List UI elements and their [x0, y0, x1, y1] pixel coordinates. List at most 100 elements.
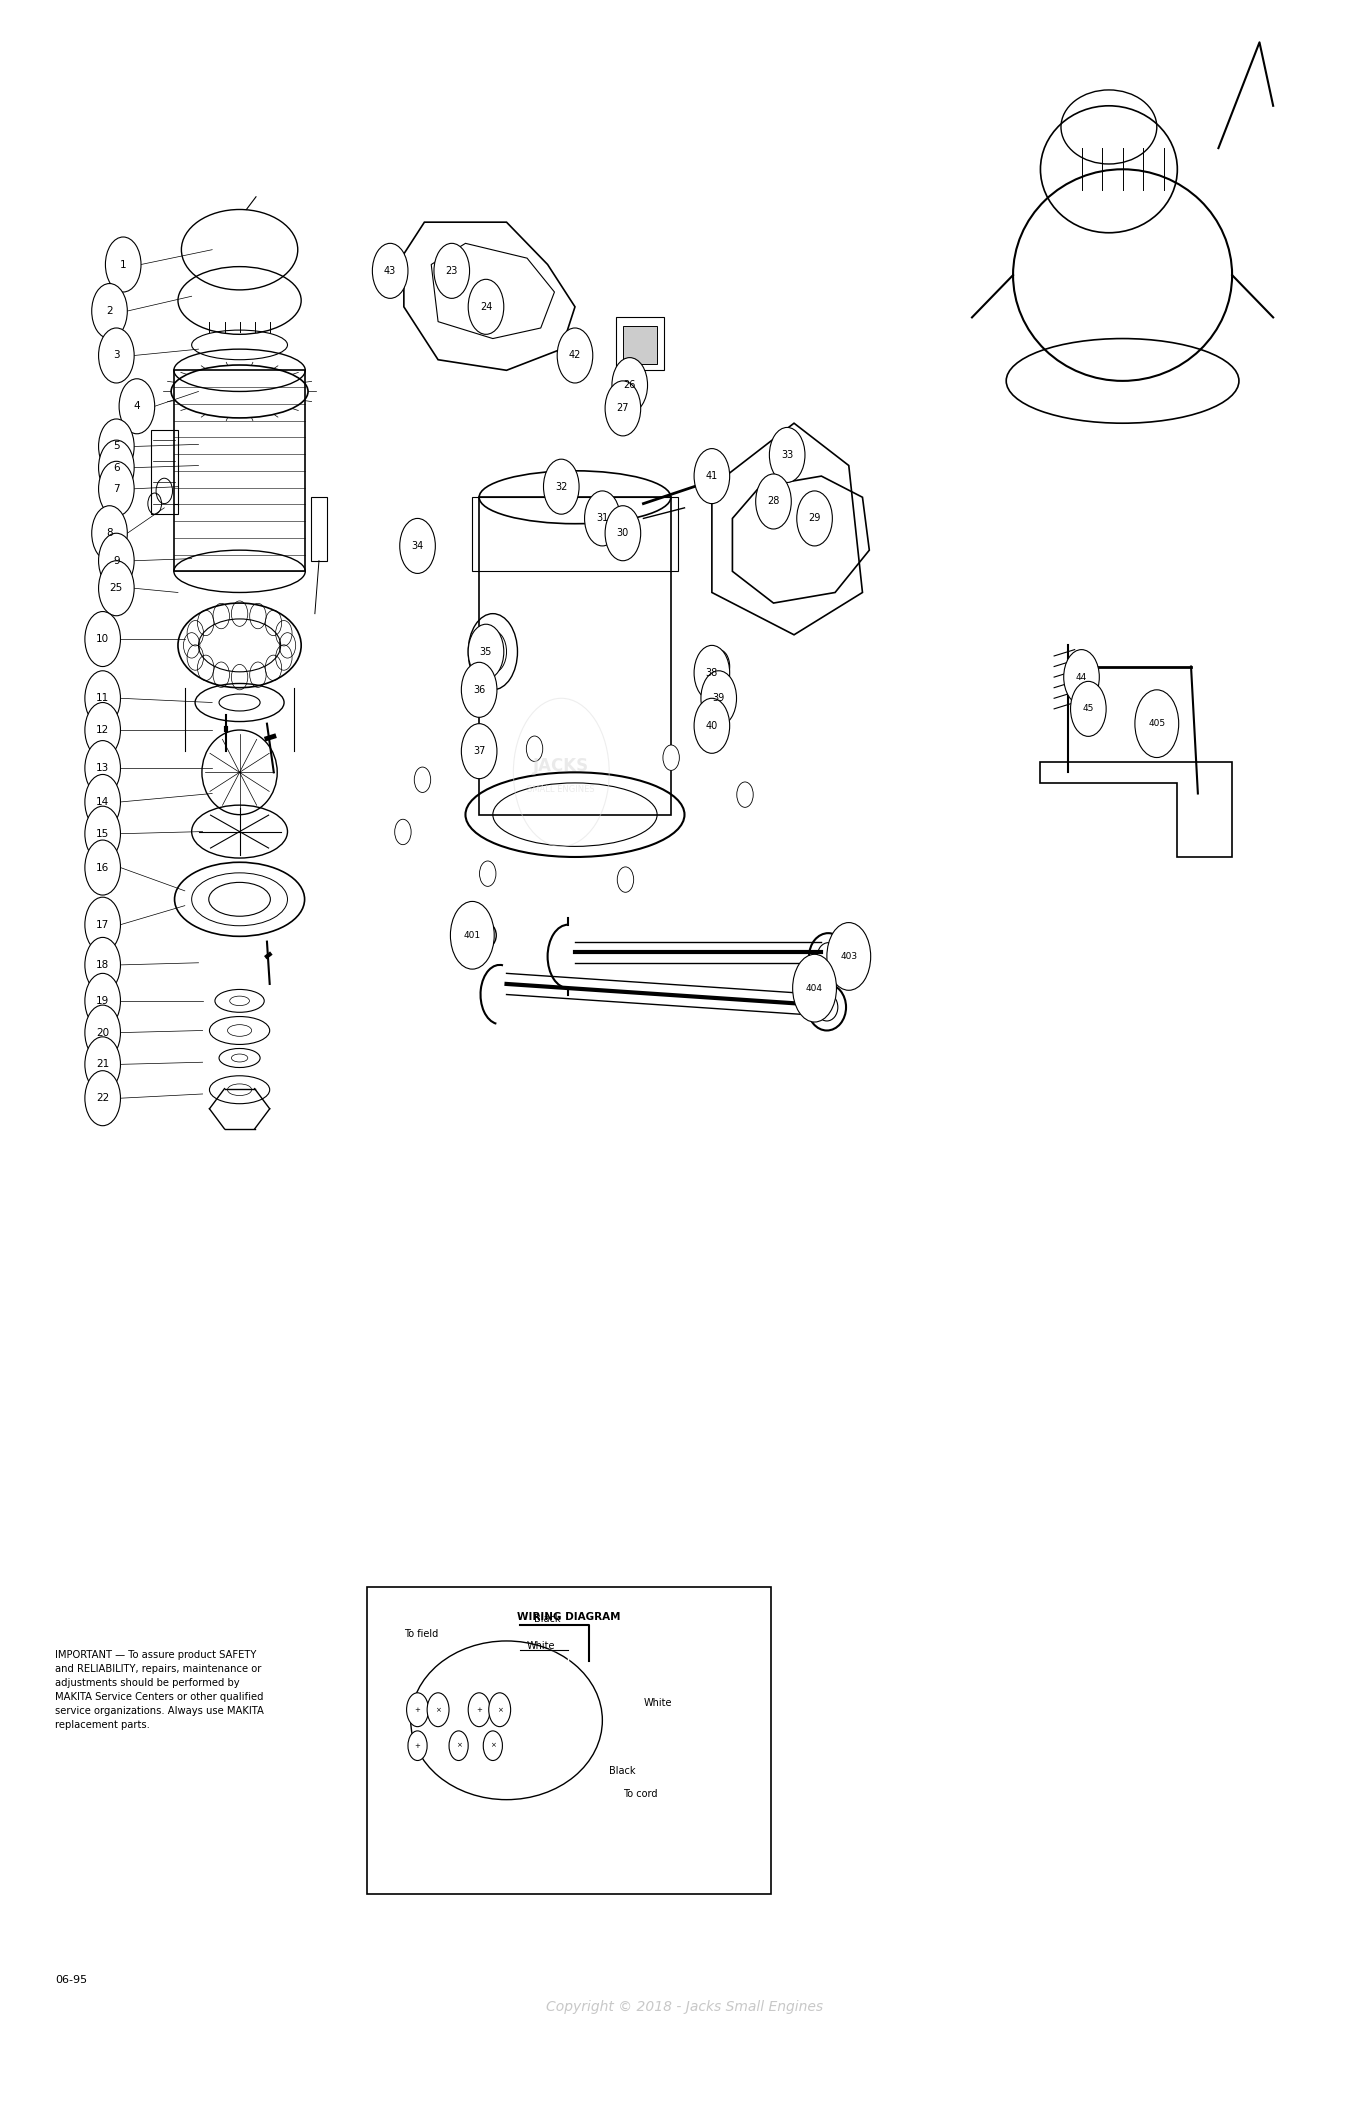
Circle shape — [1064, 650, 1099, 705]
Circle shape — [612, 358, 648, 413]
Circle shape — [85, 1037, 120, 1092]
Circle shape — [585, 491, 620, 546]
Circle shape — [461, 662, 497, 717]
Circle shape — [99, 419, 134, 474]
Circle shape — [400, 518, 435, 573]
Text: 44: 44 — [1076, 673, 1087, 681]
Circle shape — [461, 724, 497, 779]
Text: 32: 32 — [554, 482, 568, 491]
Circle shape — [797, 491, 832, 546]
Bar — [472, 497, 678, 571]
Text: 15: 15 — [96, 829, 110, 838]
Circle shape — [483, 1731, 502, 1761]
Text: White: White — [527, 1642, 556, 1650]
Text: ×: × — [497, 1708, 502, 1712]
Circle shape — [408, 1731, 427, 1761]
Text: 1: 1 — [120, 260, 126, 269]
Text: 10: 10 — [96, 635, 110, 643]
Circle shape — [105, 237, 141, 292]
Circle shape — [92, 284, 127, 339]
Circle shape — [434, 243, 470, 298]
Text: 11: 11 — [96, 694, 110, 703]
Circle shape — [793, 954, 836, 1022]
Circle shape — [85, 671, 120, 726]
Text: +: + — [415, 1708, 420, 1712]
Bar — [367, 1587, 771, 1894]
Text: 30: 30 — [617, 529, 628, 537]
Circle shape — [85, 774, 120, 829]
Text: 31: 31 — [597, 514, 608, 523]
Circle shape — [99, 328, 134, 383]
Circle shape — [450, 901, 494, 969]
Bar — [479, 497, 671, 815]
Text: 22: 22 — [96, 1094, 110, 1102]
Circle shape — [85, 897, 120, 952]
Text: 9: 9 — [114, 557, 119, 565]
Text: Black: Black — [609, 1767, 635, 1775]
Circle shape — [479, 861, 496, 887]
Circle shape — [701, 671, 737, 726]
Text: 43: 43 — [385, 267, 396, 275]
Circle shape — [526, 736, 542, 762]
Text: 23: 23 — [445, 267, 459, 275]
Text: 4: 4 — [134, 402, 140, 411]
Text: 21: 21 — [96, 1060, 110, 1069]
Bar — [623, 326, 657, 364]
Text: 26: 26 — [623, 381, 637, 389]
Text: 06-95: 06-95 — [55, 1974, 86, 1985]
Circle shape — [427, 1693, 449, 1727]
Text: 42: 42 — [568, 351, 582, 360]
Text: 41: 41 — [706, 472, 717, 480]
Circle shape — [85, 1005, 120, 1060]
Text: 403: 403 — [841, 952, 857, 961]
Text: JACKS: JACKS — [534, 758, 589, 774]
Circle shape — [85, 703, 120, 758]
Text: To field: To field — [404, 1629, 438, 1638]
Bar — [616, 317, 664, 370]
Circle shape — [827, 923, 871, 990]
Circle shape — [99, 461, 134, 516]
Circle shape — [1071, 681, 1106, 736]
Circle shape — [99, 533, 134, 588]
Circle shape — [557, 328, 593, 383]
Circle shape — [119, 379, 155, 434]
Text: ×: × — [490, 1744, 496, 1748]
Text: 404: 404 — [806, 984, 823, 992]
Text: 8: 8 — [107, 529, 112, 537]
Circle shape — [617, 868, 634, 893]
Text: SMALL ENGINES: SMALL ENGINES — [527, 785, 596, 794]
Circle shape — [663, 745, 679, 770]
Text: IMPORTANT — To assure product SAFETY
and RELIABILITY, repairs, maintenance or
ad: IMPORTANT — To assure product SAFETY and… — [55, 1650, 264, 1731]
Text: To cord: To cord — [623, 1790, 657, 1799]
Circle shape — [694, 698, 730, 753]
Text: 33: 33 — [782, 451, 793, 459]
Text: 34: 34 — [412, 542, 423, 550]
Text: 40: 40 — [706, 722, 717, 730]
Bar — [174, 370, 305, 571]
Circle shape — [769, 427, 805, 482]
Circle shape — [85, 612, 120, 667]
Circle shape — [85, 806, 120, 861]
Circle shape — [372, 243, 408, 298]
Text: 6: 6 — [114, 463, 119, 472]
Text: 2: 2 — [107, 307, 112, 315]
Text: 24: 24 — [479, 303, 493, 311]
Text: 401: 401 — [464, 931, 481, 940]
Text: WIRING DIAGRAM: WIRING DIAGRAM — [517, 1612, 620, 1623]
Circle shape — [489, 1693, 511, 1727]
Text: 405: 405 — [1149, 719, 1165, 728]
Text: ×: × — [456, 1744, 461, 1748]
Text: 39: 39 — [713, 694, 724, 703]
Text: 5: 5 — [114, 442, 119, 451]
Text: 16: 16 — [96, 863, 110, 872]
Text: White: White — [643, 1699, 672, 1708]
Text: 19: 19 — [96, 997, 110, 1005]
Circle shape — [394, 819, 411, 844]
Text: +: + — [476, 1708, 482, 1712]
Circle shape — [407, 1693, 428, 1727]
Circle shape — [694, 449, 730, 504]
Circle shape — [605, 381, 641, 436]
Text: 3: 3 — [114, 351, 119, 360]
Circle shape — [468, 624, 504, 679]
Bar — [311, 497, 327, 561]
